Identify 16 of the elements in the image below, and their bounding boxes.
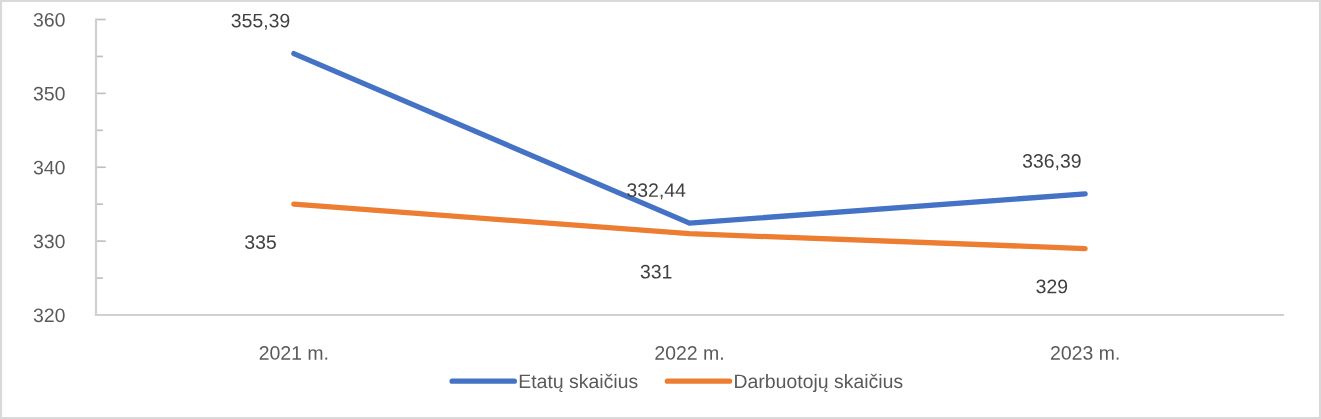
data-label: 331: [640, 264, 672, 279]
data-label: 332,44: [627, 183, 686, 200]
data-label: 336,39: [1022, 154, 1081, 171]
y-tick-label: 360: [33, 12, 65, 27]
y-tick-label: 330: [33, 234, 65, 249]
x-tick-label: 2021 m.: [259, 346, 328, 360]
legend-label: Darbuotojų skaičius: [735, 373, 903, 393]
x-tick-label: 2023 m.: [1051, 346, 1119, 360]
legend-label: Etatų skaičius: [519, 373, 638, 393]
y-tick-label: 340: [33, 160, 65, 175]
data-label: 335: [245, 235, 276, 250]
data-label: 355,39: [231, 13, 290, 30]
y-tick-label: 320: [33, 308, 65, 323]
data-label: 329: [1036, 279, 1068, 294]
y-tick-label: 350: [33, 86, 65, 101]
x-tick-label: 2022 m.: [655, 346, 723, 360]
